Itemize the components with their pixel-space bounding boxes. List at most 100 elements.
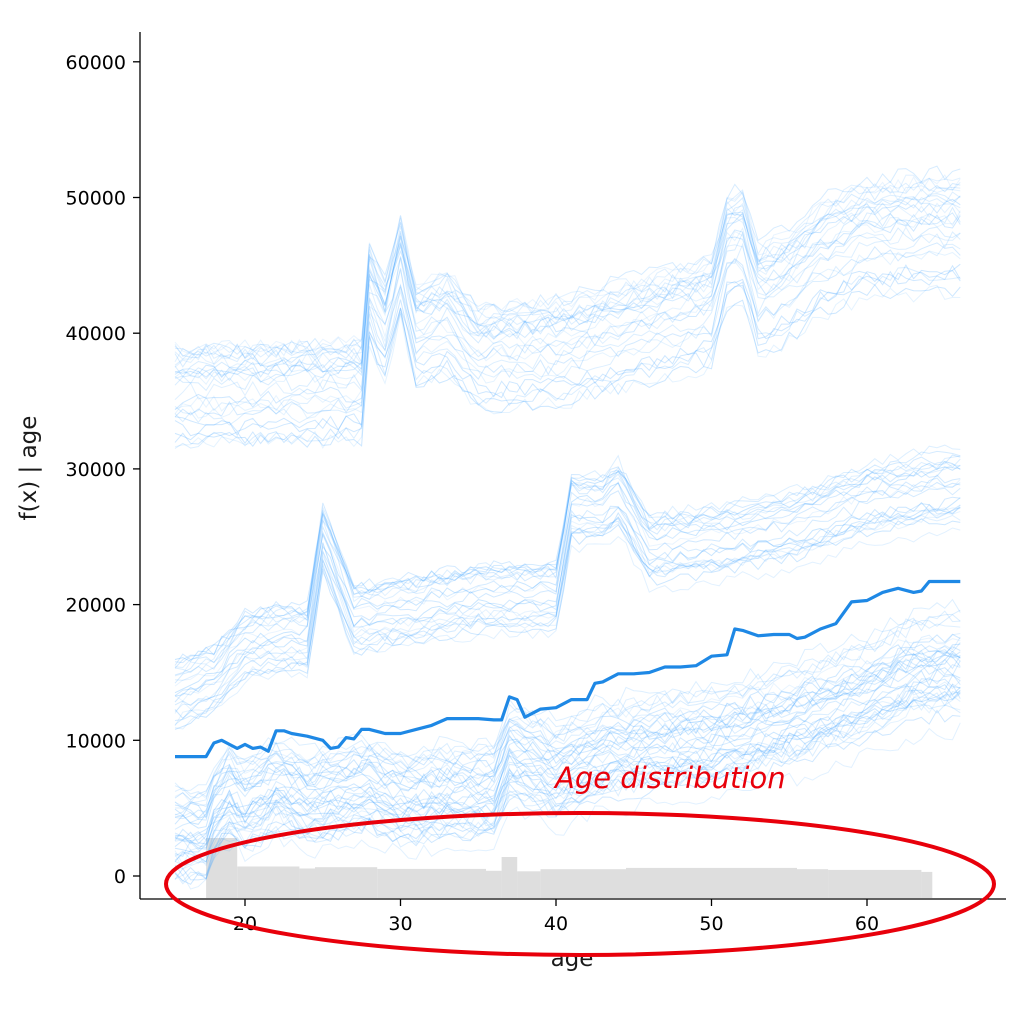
ice-curve-2-16 bbox=[174, 649, 961, 819]
ice-curve-2-31 bbox=[174, 609, 961, 799]
histogram-bar-4 bbox=[377, 868, 486, 898]
ice-curve-0-21 bbox=[174, 196, 961, 360]
ice-curve-1-13 bbox=[174, 455, 961, 681]
histogram-bar-10 bbox=[797, 869, 829, 898]
ice-curve-1-3 bbox=[174, 496, 961, 703]
histogram-bar-7 bbox=[517, 871, 541, 898]
ice-curve-0-0 bbox=[174, 210, 961, 386]
ice-curve-1-22 bbox=[174, 479, 961, 687]
ice-curve-2-3 bbox=[174, 643, 961, 801]
ice-curve-2-24 bbox=[174, 722, 961, 890]
ice-curve-2-21 bbox=[174, 651, 961, 830]
ice-curve-2-9 bbox=[174, 693, 961, 885]
ice-curve-2-25 bbox=[174, 683, 961, 851]
ice-curve-2-19 bbox=[174, 598, 961, 792]
highlight-ellipse bbox=[164, 811, 996, 957]
ice-curve-0-6 bbox=[174, 212, 961, 378]
ice-curve-2-18 bbox=[174, 637, 961, 804]
ice-curve-0-10 bbox=[174, 266, 961, 449]
ice-curve-2-11 bbox=[174, 633, 961, 819]
ice-curve-2-33 bbox=[174, 613, 961, 816]
ice-curve-2-12 bbox=[174, 636, 961, 810]
ice-curve-1-24 bbox=[174, 514, 961, 713]
ice-curve-0-2 bbox=[174, 191, 961, 366]
y-tick-label-0: 0 bbox=[114, 866, 126, 888]
ice-curve-1-17 bbox=[174, 460, 961, 662]
histogram-bar-1 bbox=[237, 866, 300, 898]
x-tick-label-50: 50 bbox=[699, 913, 723, 935]
ice-curve-0-11 bbox=[174, 206, 961, 378]
ice-curve-0-1 bbox=[174, 243, 961, 426]
ice-curve-2-20 bbox=[174, 654, 961, 847]
ice-curve-1-23 bbox=[174, 504, 961, 725]
ice-curve-1-9 bbox=[174, 504, 961, 714]
ice-curve-0-3 bbox=[174, 283, 961, 448]
pdp-curve-group bbox=[175, 579, 961, 759]
ice-curve-1-1 bbox=[174, 497, 961, 697]
ice-curve-1-19 bbox=[174, 506, 961, 719]
ice-curve-0-15 bbox=[174, 263, 961, 437]
ice-curve-0-14 bbox=[174, 284, 961, 449]
histogram-bar-6 bbox=[501, 857, 518, 898]
histogram-bar-12 bbox=[921, 871, 933, 898]
ice-curve-0-13 bbox=[174, 186, 961, 385]
ice-curve-2-17 bbox=[174, 689, 961, 885]
ice-curve-0-4 bbox=[174, 181, 961, 376]
histogram-bar-8 bbox=[540, 869, 626, 898]
ice-curve-2-26 bbox=[174, 684, 961, 850]
age-histogram bbox=[206, 838, 933, 898]
ice-curve-2-27 bbox=[174, 654, 961, 842]
ice-curve-1-5 bbox=[174, 470, 961, 664]
ice-curve-2-8 bbox=[174, 678, 961, 863]
ice-curve-0-7 bbox=[174, 177, 961, 361]
ice-curve-2-14 bbox=[174, 690, 961, 883]
ice-curve-1-4 bbox=[174, 481, 961, 697]
y-tick-label-10000: 10000 bbox=[66, 730, 126, 752]
x-ticks: 20 30 40 50 60 bbox=[233, 899, 879, 935]
ice-curve-0-12 bbox=[174, 264, 961, 432]
ice-curve-2-22 bbox=[174, 649, 961, 842]
ice-curve-1-11 bbox=[174, 527, 961, 730]
y-tick-label-20000: 20000 bbox=[66, 595, 126, 617]
pdp-line-0 bbox=[175, 579, 961, 759]
ice-curve-1-14 bbox=[174, 458, 961, 673]
ice-curve-0-22 bbox=[174, 226, 961, 392]
ice-curve-1-15 bbox=[174, 466, 961, 669]
ice-curve-0-17 bbox=[174, 250, 961, 419]
histogram-bar-11 bbox=[828, 869, 922, 898]
ice-curve-2-34 bbox=[174, 619, 961, 798]
ice-curve-2-28 bbox=[174, 673, 961, 863]
ice-curve-0-28 bbox=[174, 174, 961, 356]
histogram-bar-2 bbox=[299, 868, 315, 898]
ice-curve-2-10 bbox=[174, 642, 961, 820]
ice-curve-1-6 bbox=[174, 503, 961, 721]
ice-curve-1-12 bbox=[174, 464, 961, 694]
x-tick-label-30: 30 bbox=[388, 913, 412, 935]
ice-curve-0-9 bbox=[174, 231, 961, 415]
y-tick-label-60000: 60000 bbox=[66, 52, 126, 74]
ice-curve-0-8 bbox=[174, 165, 961, 359]
ice-curve-1-16 bbox=[174, 450, 961, 676]
ice-curve-2-15 bbox=[174, 655, 961, 858]
ice-curve-1-8 bbox=[174, 518, 961, 730]
ice-curve-2-37 bbox=[174, 660, 961, 845]
ice-curve-1-7 bbox=[174, 511, 961, 702]
ice-curve-0-26 bbox=[174, 226, 961, 400]
ice-curve-1-20 bbox=[174, 444, 961, 669]
x-tick-label-60: 60 bbox=[855, 913, 879, 935]
ice-curve-2-1 bbox=[174, 696, 961, 866]
x-axis-label: age bbox=[551, 946, 594, 972]
histogram-bar-9 bbox=[626, 867, 797, 898]
ice-curve-2-0 bbox=[174, 633, 961, 821]
ice-curve-0-24 bbox=[174, 174, 961, 362]
ice-curve-0-25 bbox=[174, 195, 961, 368]
y-ticks: 0 10000 20000 30000 40000 50000 60000 bbox=[66, 52, 140, 888]
ice-curve-0-23 bbox=[174, 185, 961, 358]
ice-curve-1-21 bbox=[174, 454, 961, 666]
histogram-bar-3 bbox=[315, 867, 378, 898]
ice-curve-0-16 bbox=[174, 193, 961, 386]
ice-curve-1-10 bbox=[174, 463, 961, 677]
ice-curve-0-18 bbox=[174, 198, 961, 379]
annotation-age-distribution: Age distribution bbox=[553, 761, 786, 795]
